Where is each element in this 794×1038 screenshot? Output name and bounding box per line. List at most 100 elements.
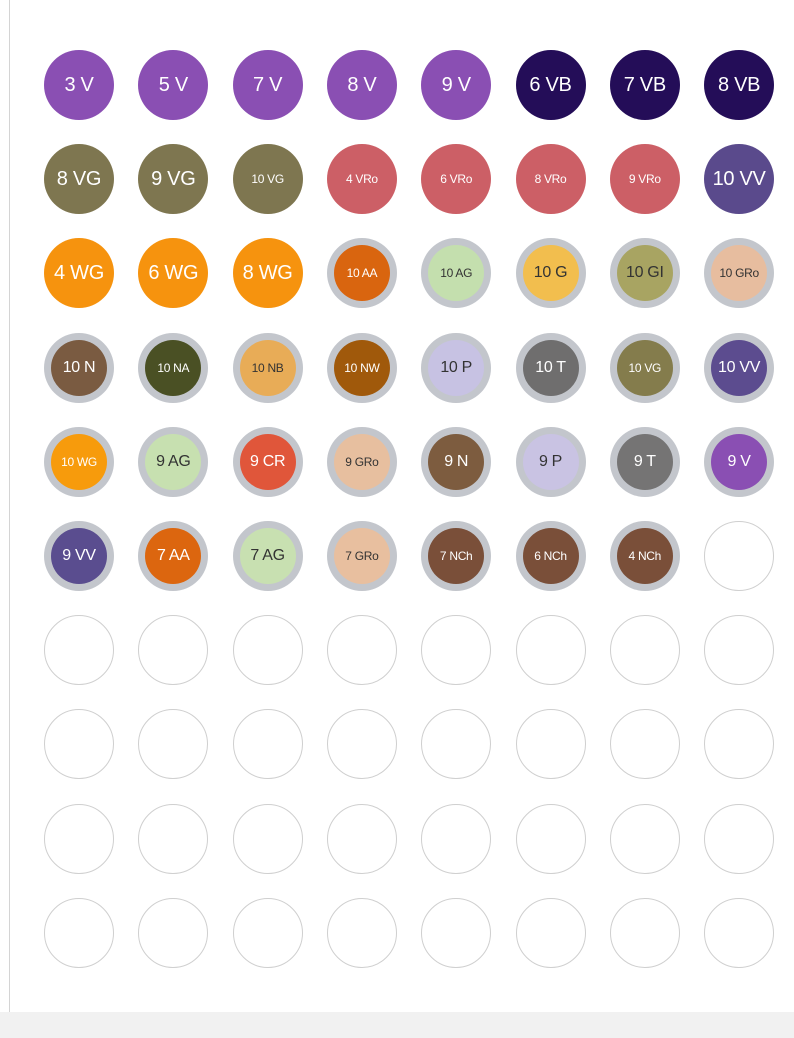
swatch-label: 9 V — [727, 452, 751, 470]
empty-swatch-slot — [515, 803, 586, 874]
swatch-fill: 9 GRo — [333, 433, 390, 490]
swatch-label: 9 CR — [249, 452, 286, 470]
color-swatch: 8 VB — [704, 50, 775, 120]
swatch-fill: 9 AG — [145, 433, 202, 490]
swatch-label: 9 T — [633, 452, 656, 470]
empty-swatch-slot — [326, 803, 397, 874]
swatch-label: 9 GRo — [345, 454, 379, 469]
swatch-fill: 10 NB — [239, 339, 296, 396]
swatch-label: 7 VB — [623, 74, 666, 96]
bottom-strip — [0, 1012, 794, 1038]
swatch-fill: 9 VV — [51, 528, 107, 584]
swatch-fill: 4 WG — [44, 238, 114, 309]
swatch-label: 6 VB — [529, 74, 572, 96]
empty-swatch-slot — [232, 709, 303, 780]
swatch-fill: 10 VV — [704, 144, 775, 215]
swatch-label: 9 N — [444, 452, 469, 470]
swatch-fill: 9 CR — [239, 433, 296, 490]
swatch-label: 10 NA — [157, 360, 190, 375]
color-swatch: 10 AA — [326, 238, 397, 309]
swatch-fill: 9 N — [428, 433, 485, 490]
color-swatch: 6 NCh — [515, 521, 586, 591]
color-swatch: 8 WG — [232, 238, 303, 309]
swatch-label: 6 NCh — [534, 549, 567, 563]
color-swatch: 7 AA — [138, 521, 209, 591]
color-swatch: 10 GRo — [704, 238, 775, 309]
empty-swatch-slot — [138, 709, 209, 780]
swatch-fill: 10 NW — [333, 339, 390, 396]
empty-swatch-slot — [515, 897, 586, 968]
swatch-fill: 7 GRo — [333, 528, 390, 584]
left-border-line — [9, 0, 10, 1012]
swatch-label: 8 V — [347, 74, 377, 96]
swatch-label: 10 NW — [344, 360, 380, 375]
swatch-fill: 9 T — [616, 433, 673, 490]
swatch-fill: 4 NCh — [616, 528, 673, 584]
swatch-fill: 9 V — [711, 433, 768, 490]
empty-swatch-slot — [326, 709, 397, 780]
swatch-fill: 6 NCh — [522, 528, 579, 584]
color-swatch: 8 VRo — [515, 144, 586, 215]
color-swatch: 9 GRo — [326, 426, 397, 497]
swatch-fill: 9 P — [522, 433, 579, 490]
color-swatch: 7 VB — [609, 50, 680, 120]
empty-swatch-slot — [138, 803, 209, 874]
swatch-fill: 7 AA — [145, 528, 202, 584]
color-swatch: 8 VG — [44, 144, 114, 215]
swatch-fill: 10 AG — [428, 245, 485, 302]
color-swatch: 9 VV — [44, 521, 114, 591]
color-swatch: 7 NCh — [421, 521, 492, 591]
swatch-fill: 10 WG — [51, 433, 107, 490]
color-swatch: 5 V — [138, 50, 209, 120]
swatch-label: 4 VRo — [345, 172, 378, 187]
empty-swatch-slot — [421, 709, 492, 780]
color-swatch: 7 AG — [232, 521, 303, 591]
empty-swatch-slot — [44, 709, 114, 780]
empty-swatch-slot — [704, 897, 775, 968]
swatch-label: 10 VV — [718, 358, 761, 376]
color-swatch: 3 V — [44, 50, 114, 120]
swatch-fill: 10 P — [428, 339, 485, 396]
swatch-fill: 5 V — [138, 50, 209, 120]
color-swatch: 6 VB — [515, 50, 586, 120]
color-swatch: 6 WG — [138, 238, 209, 309]
swatch-label: 7 AA — [156, 547, 190, 564]
empty-swatch-slot — [515, 709, 586, 780]
swatch-label: 10 NB — [251, 360, 284, 375]
swatch-label: 8 WG — [242, 262, 293, 285]
swatch-label: 10 VG — [251, 172, 284, 187]
swatch-label: 9 VG — [151, 168, 196, 191]
color-swatch: 10 VV — [704, 332, 775, 403]
empty-swatch-slot — [704, 615, 775, 686]
empty-swatch-slot — [609, 803, 680, 874]
swatch-fill: 10 G — [522, 245, 579, 302]
color-swatch: 10 VG — [609, 332, 680, 403]
swatch-fill: 9 VG — [138, 144, 209, 215]
swatch-label: 10 GI — [625, 264, 664, 282]
swatch-fill: 10 GRo — [711, 245, 768, 302]
empty-swatch-slot — [421, 615, 492, 686]
swatch-fill: 6 VRo — [421, 144, 492, 215]
empty-swatch-slot — [609, 897, 680, 968]
swatch-label: 9 V — [441, 74, 471, 96]
swatch-label: 10 AA — [346, 266, 378, 281]
empty-swatch-slot — [515, 615, 586, 686]
color-swatch: 9 V — [421, 50, 492, 120]
color-swatch: 10 P — [421, 332, 492, 403]
swatch-label: 6 WG — [148, 262, 199, 285]
swatch-fill: 4 VRo — [326, 144, 397, 215]
color-swatch: 6 VRo — [421, 144, 492, 215]
swatch-fill: 10 AA — [333, 245, 390, 302]
color-swatch: 9 VG — [138, 144, 209, 215]
swatch-fill: 8 WG — [232, 238, 303, 309]
empty-swatch-slot — [44, 897, 114, 968]
swatch-fill: 3 V — [44, 50, 114, 120]
swatch-fill: 10 NA — [145, 339, 202, 396]
swatch-fill: 8 VB — [704, 50, 775, 120]
swatch-label: 4 NCh — [628, 549, 662, 563]
empty-swatch-slot — [704, 521, 775, 591]
swatch-label: 9 VRo — [628, 172, 661, 187]
empty-swatch-slot — [421, 803, 492, 874]
empty-swatch-slot — [232, 803, 303, 874]
color-swatch: 8 V — [326, 50, 397, 120]
